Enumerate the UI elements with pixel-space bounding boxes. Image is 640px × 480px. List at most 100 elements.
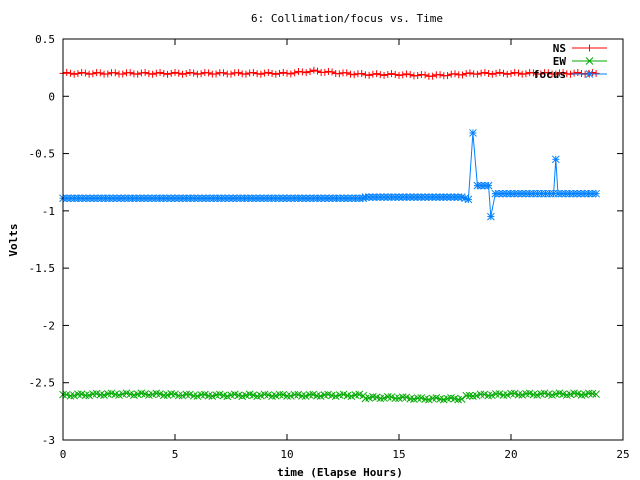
data-point: [592, 69, 600, 77]
data-point: [325, 194, 333, 203]
y-tick-label: 0: [48, 90, 55, 103]
data-point: [429, 72, 437, 80]
data-point: [141, 69, 149, 77]
data-point: [287, 70, 295, 78]
data-point: [213, 194, 222, 203]
data-point: [465, 391, 474, 400]
data-point: [417, 193, 426, 201]
data-point: [522, 70, 530, 78]
data-point: [186, 68, 194, 76]
data-point: [413, 394, 422, 402]
data-point: [175, 69, 183, 77]
data-point: [212, 70, 220, 78]
data-point: [104, 70, 112, 78]
data-point: [298, 68, 306, 76]
data-point: [473, 70, 481, 78]
data-point: [457, 395, 466, 403]
data-point: [290, 194, 299, 203]
data-point: [399, 71, 407, 79]
legend-entry-ns: NS: [553, 42, 607, 55]
x-tick-label: 25: [616, 448, 629, 461]
data-point: [484, 181, 493, 190]
legend-label: EW: [553, 55, 567, 68]
data-point: [577, 69, 585, 77]
data-point: [466, 69, 474, 77]
data-point: [182, 194, 191, 203]
data-point: [126, 69, 134, 77]
data-point: [551, 155, 560, 164]
plot-area: [59, 66, 600, 404]
data-point: [391, 394, 400, 403]
data-point: [283, 69, 291, 77]
data-point: [317, 194, 326, 203]
data-point: [167, 194, 175, 203]
data-point: [259, 194, 268, 203]
data-point: [537, 70, 545, 78]
data-point: [156, 68, 164, 76]
series-ew: [59, 389, 600, 404]
data-point: [268, 69, 276, 77]
data-point: [149, 70, 157, 78]
data-point: [458, 71, 466, 79]
data-point: [298, 392, 306, 400]
data-point: [514, 390, 523, 399]
data-point: [514, 69, 522, 77]
data-point: [496, 68, 504, 76]
series-focus: [59, 129, 600, 221]
data-point: [298, 194, 307, 203]
legend-marker: [585, 70, 594, 78]
x-tick-label: 10: [280, 448, 293, 461]
data-point: [464, 195, 473, 204]
data-point: [469, 129, 477, 137]
data-point: [111, 69, 119, 77]
data-point: [70, 70, 78, 78]
data-point: [89, 70, 97, 78]
x-tick-label: 20: [504, 448, 517, 461]
data-point: [444, 72, 452, 80]
data-point: [132, 194, 141, 203]
y-axis-label: Volts: [7, 223, 20, 256]
series-line: [63, 132, 597, 217]
data-point: [242, 70, 250, 78]
data-point: [552, 70, 560, 78]
data-point: [436, 71, 444, 79]
data-point: [167, 69, 175, 77]
legend-entry-focus: focus: [533, 68, 607, 81]
data-point: [462, 391, 471, 400]
data-point: [272, 70, 280, 78]
data-point: [500, 69, 508, 77]
data-point: [279, 68, 287, 76]
data-point: [510, 189, 519, 198]
data-point: [291, 69, 299, 77]
data-point: [279, 194, 287, 203]
data-point: [355, 194, 364, 203]
data-point: [343, 69, 351, 77]
data-point: [81, 391, 90, 400]
data-point: [328, 68, 336, 76]
data-point: [477, 181, 485, 190]
data-point: [495, 189, 503, 198]
data-point: [592, 189, 600, 198]
data-point: [380, 71, 388, 79]
y-tick-label: -0.5: [29, 148, 56, 161]
x-tick-label: 0: [60, 448, 67, 461]
data-point: [310, 66, 318, 74]
data-point: [369, 70, 377, 78]
series-ns: [59, 66, 600, 80]
data-point: [414, 72, 422, 80]
data-point: [160, 69, 168, 77]
data-point: [481, 68, 489, 76]
data-point: [454, 193, 462, 201]
legend-label: focus: [533, 68, 566, 81]
data-point: [305, 194, 314, 203]
data-point: [328, 194, 337, 203]
data-point: [244, 194, 253, 203]
data-point: [580, 189, 589, 198]
data-point: [324, 67, 332, 75]
data-point: [174, 391, 183, 400]
data-point: [70, 194, 79, 203]
data-point: [283, 392, 291, 400]
plot-frame: [62, 38, 624, 441]
data-point: [380, 193, 388, 201]
data-point: [439, 193, 448, 201]
